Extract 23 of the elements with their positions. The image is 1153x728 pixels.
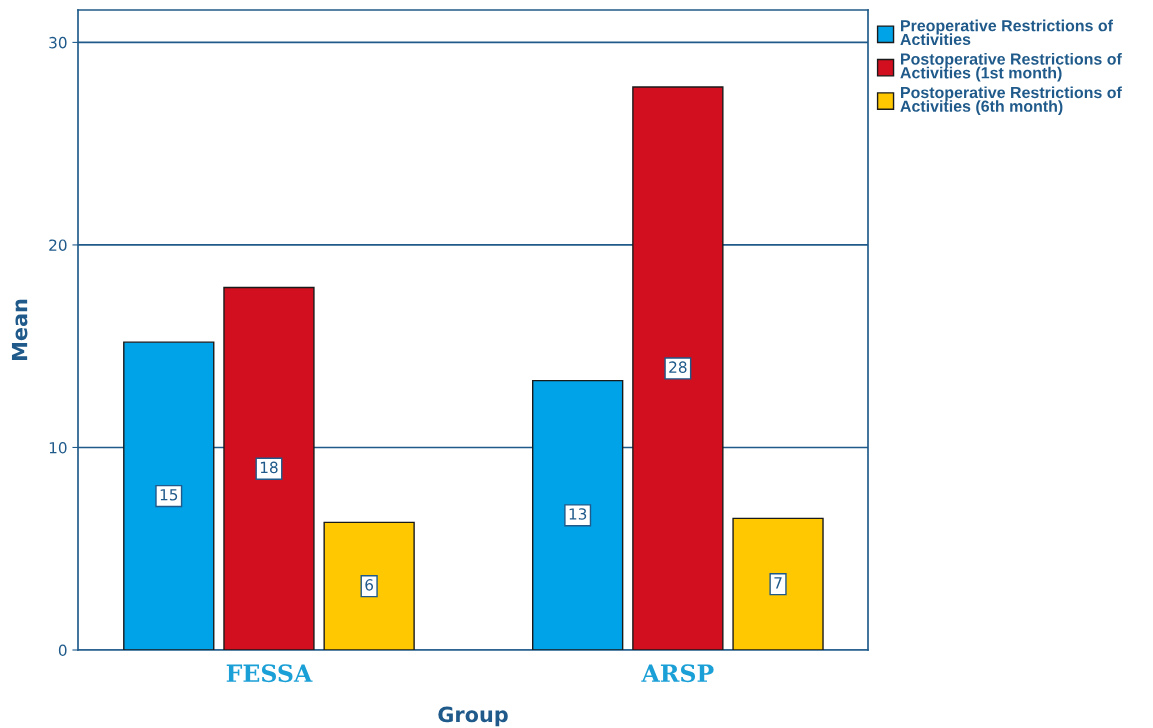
x-tick-label: ARSP <box>641 664 714 683</box>
y-tick-label: 10 <box>49 441 67 454</box>
y-tick-label: 20 <box>49 239 67 251</box>
data-label: 13 <box>569 508 587 520</box>
bar <box>323 521 415 650</box>
data-label: 18 <box>260 461 278 474</box>
y-tick-label: 30 <box>49 36 67 49</box>
y-tick-label: 0 <box>58 644 67 657</box>
data-label: 6 <box>365 579 374 591</box>
x-tick-label: FESSA <box>226 664 313 683</box>
data-label: 28 <box>669 361 687 373</box>
bar <box>632 86 724 650</box>
bar <box>223 286 315 650</box>
bar <box>532 379 624 650</box>
legend-label: Postoperative Restrictions of Activities (1st month) <box>900 53 1122 82</box>
data-label: 15 <box>160 489 178 501</box>
bar <box>123 341 215 650</box>
y-axis-title: Mean <box>11 299 28 360</box>
data-label: 7 <box>774 577 782 589</box>
bar <box>732 517 824 650</box>
x-axis-title: Group <box>438 706 508 727</box>
legend-label: Postoperative Restrictions of Activities (6th month) <box>900 86 1122 116</box>
legend-label: Preoperative Restrictions of Activities <box>900 19 1113 46</box>
